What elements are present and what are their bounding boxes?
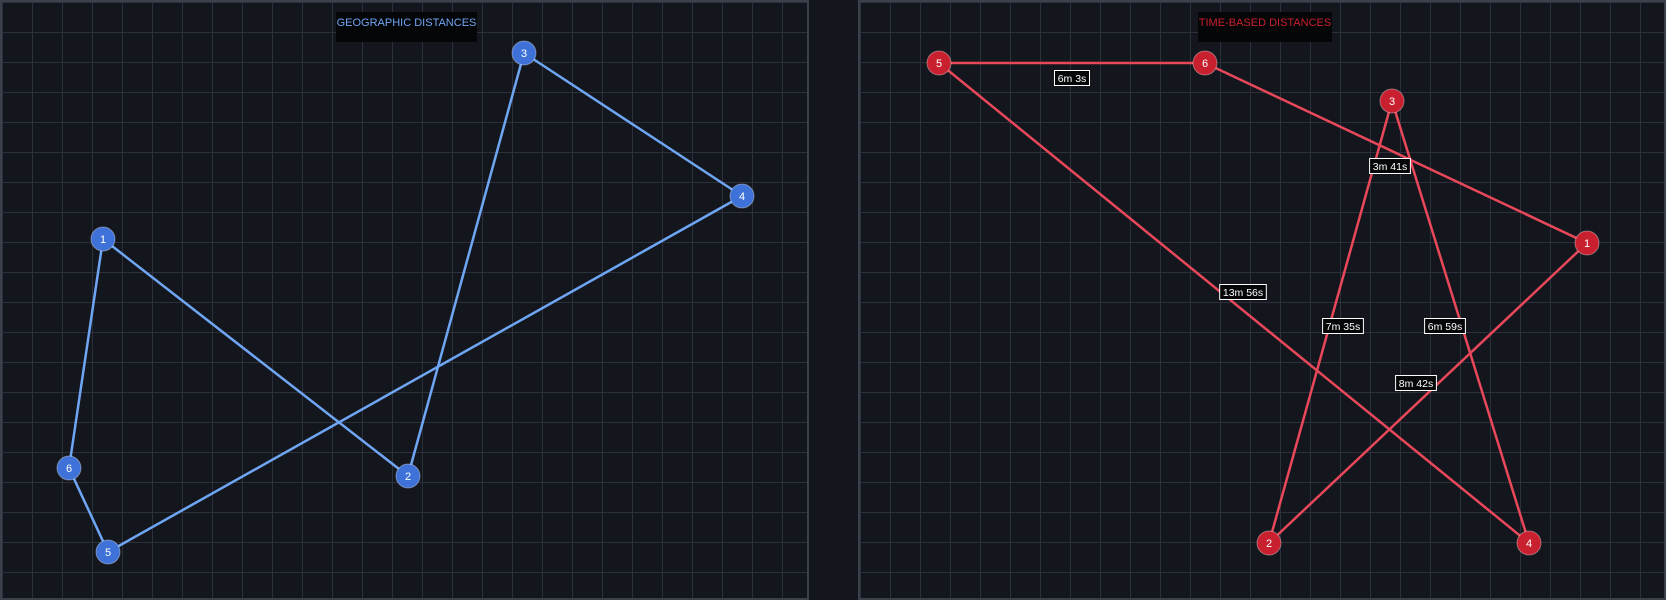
node-circle[interactable]: [395, 463, 421, 489]
geo-edge-2-3: [406, 51, 526, 478]
geo-edge-3-4: [522, 51, 744, 198]
edge-label-text: 13m 56s: [1223, 287, 1263, 299]
panel-title-time-based: TIME-BASED DISTANCES: [1198, 12, 1332, 42]
node-circle[interactable]: [1516, 530, 1542, 556]
node-circle[interactable]: [90, 226, 116, 252]
time-edge-label: 3m 41s: [1369, 158, 1411, 174]
node-circle[interactable]: [95, 539, 121, 565]
node-label: 6: [1202, 58, 1208, 70]
node-circle[interactable]: [1379, 88, 1405, 114]
time-based-graph: 6m 3s 3m 41s 13m 56s 7m 35s 6m 59s 8m 42s 1 2 3 4…: [926, 50, 1600, 556]
geo-node-2[interactable]: 2: [395, 463, 421, 489]
time-edge-label: 13m 56s: [1219, 284, 1267, 300]
edge-label-text: 3m 41s: [1373, 161, 1407, 173]
edge-label-box: [1054, 70, 1090, 86]
geographic-graph: 1 2 3 4 5 6: [56, 40, 755, 565]
edge-label-text: 8m 42s: [1399, 378, 1433, 390]
geo-edge-4-5: [106, 194, 744, 554]
time-based-distances-panel: TIME-BASED DISTANCES 6m 3s 3m 41s 13m 56s 7…: [858, 0, 1666, 600]
geo-edge-1-2: [101, 237, 410, 478]
time-node-6[interactable]: 6: [1192, 50, 1218, 76]
time-edge-label: 6m 59s: [1424, 318, 1466, 334]
geo-node-6[interactable]: 6: [56, 455, 82, 481]
geo-node-4[interactable]: 4: [729, 183, 755, 209]
edge-label-box: [1219, 284, 1267, 300]
node-label: 6: [66, 463, 72, 475]
time-edge-1-2: [1267, 241, 1589, 545]
node-circle[interactable]: [1192, 50, 1218, 76]
geo-edge-6-1: [67, 237, 105, 470]
geo-node-1[interactable]: 1: [90, 226, 116, 252]
node-label: 2: [405, 471, 411, 483]
geographic-distances-panel: GEOGRAPHIC DISTANCES 1 2 3 4 5 6: [0, 0, 809, 600]
node-label: 2: [1266, 538, 1272, 550]
node-label: 3: [1389, 96, 1395, 108]
geo-node-3[interactable]: 3: [511, 40, 537, 66]
node-circle[interactable]: [1256, 530, 1282, 556]
time-edge-5-4: [937, 61, 1531, 545]
time-edge-label: 6m 3s: [1054, 70, 1090, 86]
edge-label-box: [1322, 318, 1364, 334]
edge-label-box: [1395, 375, 1437, 391]
edge-label-box: [1369, 158, 1411, 174]
edge-label-box: [1424, 318, 1466, 334]
time-node-1[interactable]: 1: [1574, 230, 1600, 256]
node-circle[interactable]: [729, 183, 755, 209]
node-circle[interactable]: [926, 50, 952, 76]
time-edge-label: 7m 35s: [1322, 318, 1364, 334]
time-node-5[interactable]: 5: [926, 50, 952, 76]
node-label: 3: [521, 48, 527, 60]
panel-title-geographic: GEOGRAPHIC DISTANCES: [336, 12, 477, 42]
time-edge-label: 8m 42s: [1395, 375, 1437, 391]
node-circle[interactable]: [1574, 230, 1600, 256]
node-label: 1: [100, 234, 106, 246]
node-label: 5: [105, 547, 111, 559]
time-node-3[interactable]: 3: [1379, 88, 1405, 114]
node-label: 4: [739, 191, 745, 203]
time-node-4[interactable]: 4: [1516, 530, 1542, 556]
geo-node-5[interactable]: 5: [95, 539, 121, 565]
edge-label-text: 6m 59s: [1428, 321, 1462, 333]
time-edge-6-1: [1203, 61, 1589, 245]
time-node-2[interactable]: 2: [1256, 530, 1282, 556]
node-circle[interactable]: [511, 40, 537, 66]
node-label: 1: [1584, 238, 1590, 250]
geo-edge-5-6: [67, 466, 110, 554]
node-circle[interactable]: [56, 455, 82, 481]
edge-label-text: 6m 3s: [1058, 73, 1087, 85]
edge-label-text: 7m 35s: [1326, 321, 1360, 333]
node-label: 4: [1526, 538, 1532, 550]
node-label: 5: [936, 58, 942, 70]
